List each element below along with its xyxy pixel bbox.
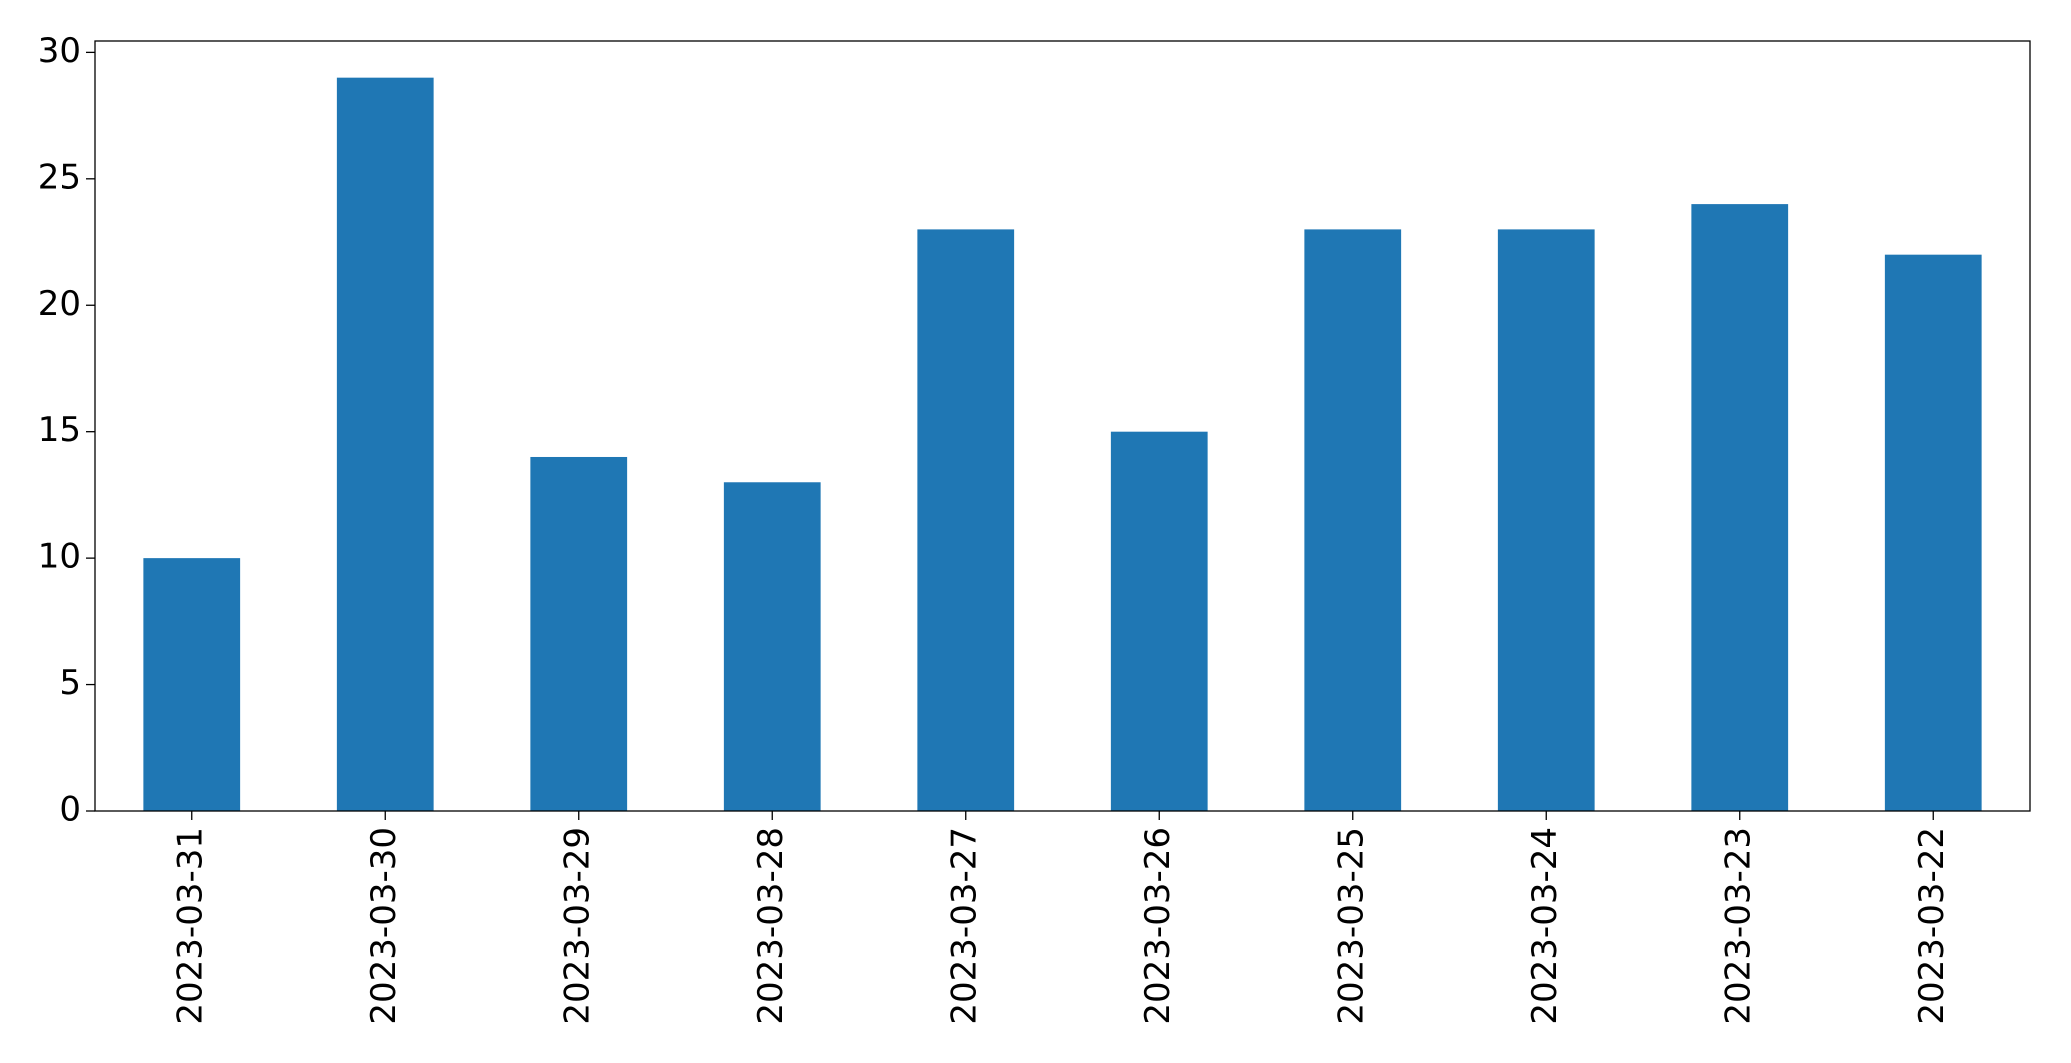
y-tick-label: 5	[59, 663, 81, 703]
bar	[1884, 254, 1982, 811]
bar	[1497, 229, 1595, 811]
y-tick-label: 0	[59, 790, 81, 830]
x-tick-label: 2023-03-23	[1718, 827, 1758, 1025]
y-tick-label: 25	[38, 157, 81, 197]
x-tick-label: 2023-03-29	[557, 827, 597, 1025]
x-tick-label: 2023-03-28	[751, 827, 791, 1025]
bar	[1304, 229, 1402, 811]
bar	[723, 482, 821, 811]
plot-frame	[94, 40, 2031, 812]
x-tick-label: 2023-03-24	[1525, 827, 1565, 1025]
x-tick-label: 2023-03-27	[944, 827, 984, 1025]
bar	[336, 77, 434, 811]
x-tick-label: 2023-03-22	[1912, 827, 1952, 1025]
y-tick-label: 20	[38, 284, 81, 324]
x-tick-label: 2023-03-26	[1138, 827, 1178, 1025]
x-tick-label: 2023-03-30	[364, 827, 404, 1025]
y-tick-label: 30	[38, 31, 81, 71]
bar	[530, 456, 628, 811]
x-tick-label: 2023-03-25	[1331, 827, 1371, 1025]
x-tick-label: 2023-03-31	[170, 827, 210, 1025]
y-tick-label: 15	[38, 410, 81, 450]
bar	[143, 558, 241, 811]
bar	[1110, 431, 1208, 811]
bar	[1691, 204, 1789, 811]
bar	[917, 229, 1015, 811]
y-tick-label: 10	[38, 537, 81, 577]
